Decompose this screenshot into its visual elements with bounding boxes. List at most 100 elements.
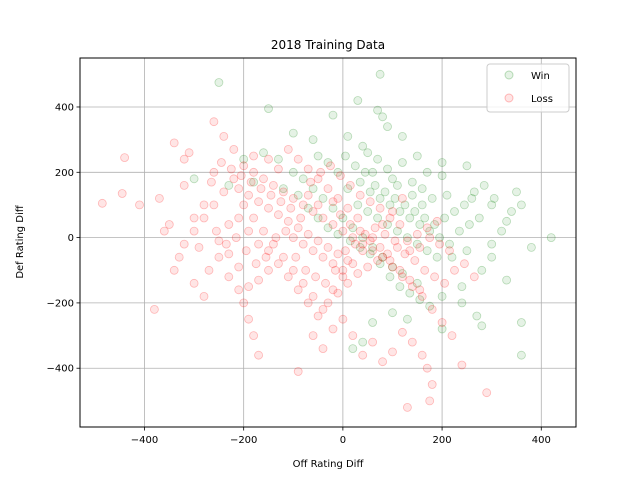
win-point bbox=[298, 174, 308, 184]
win-point bbox=[405, 288, 415, 298]
win-point bbox=[378, 252, 388, 262]
loss-point bbox=[219, 131, 229, 141]
loss-point bbox=[234, 184, 244, 194]
win-point bbox=[365, 249, 375, 259]
loss-point bbox=[402, 402, 412, 412]
loss-point bbox=[286, 203, 296, 213]
loss-point bbox=[234, 213, 244, 223]
win-point bbox=[487, 252, 497, 262]
win-point bbox=[527, 242, 536, 252]
loss-point bbox=[291, 252, 301, 262]
loss-point bbox=[278, 252, 288, 262]
win-point bbox=[273, 154, 283, 164]
loss-point bbox=[97, 198, 107, 208]
win-point bbox=[288, 167, 298, 177]
win-point bbox=[259, 148, 268, 158]
win-point bbox=[368, 167, 378, 177]
win-point bbox=[462, 246, 472, 256]
win-point bbox=[397, 269, 407, 278]
loss-point bbox=[397, 193, 407, 203]
loss-point bbox=[323, 184, 333, 194]
loss-point bbox=[395, 220, 405, 229]
win-point bbox=[378, 112, 388, 122]
loss-point bbox=[365, 236, 375, 246]
loss-point bbox=[321, 278, 330, 288]
win-point bbox=[392, 180, 402, 190]
win-point bbox=[345, 236, 355, 246]
win-point bbox=[373, 213, 383, 223]
win-point bbox=[447, 252, 457, 262]
win-point bbox=[375, 69, 385, 79]
loss-point bbox=[340, 246, 350, 256]
loss-point bbox=[415, 242, 425, 252]
loss-point bbox=[298, 239, 308, 249]
y-axis-label: Def Rating Diff bbox=[15, 204, 26, 278]
win-point bbox=[402, 314, 412, 324]
win-point bbox=[417, 184, 427, 194]
win-point bbox=[323, 158, 333, 167]
loss-point bbox=[330, 265, 340, 275]
loss-point bbox=[407, 337, 417, 347]
loss-point bbox=[353, 213, 363, 223]
loss-point bbox=[397, 327, 407, 337]
loss-point bbox=[209, 200, 219, 210]
loss-point bbox=[211, 226, 221, 236]
chart-title: 2018 Training Data bbox=[271, 38, 385, 52]
win-point bbox=[407, 177, 417, 187]
win-point bbox=[437, 158, 447, 167]
win-point bbox=[435, 233, 445, 243]
loss-point bbox=[355, 226, 365, 236]
loss-point bbox=[380, 229, 390, 239]
loss-point bbox=[303, 190, 313, 200]
loss-point bbox=[378, 220, 388, 229]
loss-point bbox=[328, 324, 338, 334]
loss-point bbox=[318, 252, 328, 262]
loss-point bbox=[350, 239, 360, 249]
legend-frame bbox=[486, 63, 570, 113]
loss-point bbox=[281, 226, 291, 236]
win-point bbox=[328, 110, 338, 120]
win-point bbox=[224, 180, 234, 190]
loss-point bbox=[388, 207, 397, 216]
win-point bbox=[214, 78, 224, 87]
loss-point bbox=[254, 275, 264, 285]
win-point bbox=[395, 207, 405, 216]
loss-point bbox=[135, 200, 144, 210]
loss-point bbox=[440, 278, 450, 288]
win-point bbox=[343, 184, 353, 194]
win-point bbox=[422, 246, 432, 256]
win-point bbox=[308, 184, 318, 194]
y-tick-label: −400 bbox=[47, 364, 74, 375]
loss-point bbox=[378, 252, 388, 262]
loss-point bbox=[234, 262, 244, 272]
win-point bbox=[278, 184, 288, 194]
loss-point bbox=[338, 272, 348, 282]
loss-point bbox=[179, 154, 189, 164]
loss-point bbox=[407, 282, 417, 292]
loss-point bbox=[303, 298, 313, 308]
loss-point bbox=[241, 246, 251, 256]
win-point bbox=[454, 226, 464, 236]
win-point bbox=[303, 203, 313, 213]
loss-point bbox=[298, 278, 308, 288]
win-point bbox=[383, 122, 392, 131]
loss-point bbox=[425, 233, 435, 243]
loss-point bbox=[338, 226, 348, 236]
win-point bbox=[477, 321, 487, 331]
loss-point bbox=[427, 380, 437, 389]
x-tick-label: 200 bbox=[433, 435, 452, 446]
win-point bbox=[487, 239, 497, 249]
win-point bbox=[450, 207, 459, 216]
loss-point bbox=[328, 259, 338, 269]
loss-point bbox=[266, 190, 276, 200]
win-point bbox=[502, 216, 512, 226]
loss-point bbox=[328, 285, 338, 295]
loss-point bbox=[313, 174, 323, 184]
win-point bbox=[373, 154, 383, 164]
win-point bbox=[497, 226, 507, 236]
loss-point bbox=[395, 265, 405, 275]
win-point bbox=[442, 190, 452, 200]
loss-point bbox=[368, 246, 378, 256]
loss-point bbox=[308, 246, 318, 256]
loss-point bbox=[273, 164, 283, 174]
